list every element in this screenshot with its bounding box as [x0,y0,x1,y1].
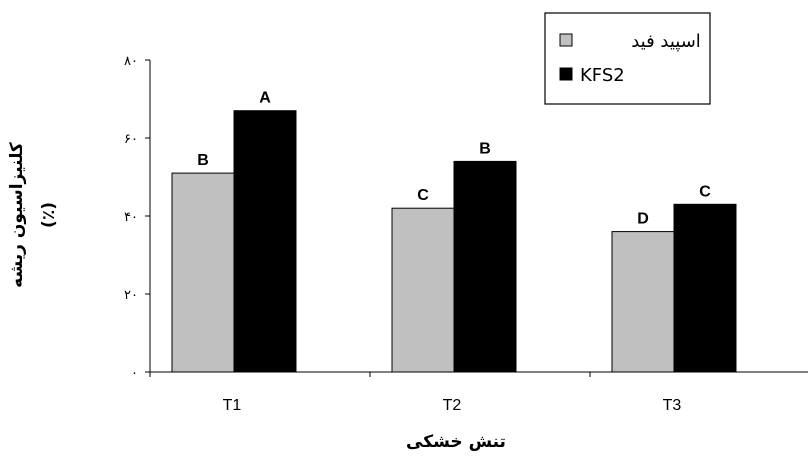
legend-label-series-2: KFS2 [580,65,625,86]
x-tick-label: T1 [223,397,242,414]
legend-label-series-1: اسپید فید [631,31,701,52]
y-ticks: ۰ ۲۰ ۴۰ ۶۰ ۸۰ [124,54,150,381]
bar-1-T3 [611,231,675,373]
bar-2-T3 [673,203,737,373]
legend-swatch-series-1 [559,33,573,47]
bar-2-T2 [453,160,517,373]
legend: اسپید فید KFS2 [544,12,711,105]
y-axis-unit: (٪) [39,202,59,228]
y-axis-title: کلنیزاسیون ریشه [7,142,27,288]
bar-letter-label: B [197,152,209,169]
x-ticks: T1 T2 T3 [149,372,682,414]
x-axis-title: تنش خشکی [406,432,506,452]
x-tick-label: T3 [663,397,682,414]
bar-letter-label: C [417,187,429,204]
bar-2-T1 [233,110,297,373]
x-tick-label: T2 [443,397,462,414]
bar-letter-label: B [479,140,491,157]
y-tick-label: ۴۰ [124,210,138,225]
y-tick-label: ۲۰ [124,288,138,303]
y-tick-label: ۸۰ [124,54,138,69]
bar-labels: B A C B D C [197,90,711,228]
bar-1-T2 [391,207,455,373]
bar-letter-label: D [637,211,649,228]
y-tick-label: ۰ [131,366,138,381]
bar-letter-label: C [699,183,711,200]
y-tick-label: ۶۰ [124,132,138,147]
bar-letter-label: A [259,90,271,107]
bar-1-T1 [171,172,235,373]
legend-swatch-series-2 [559,67,573,81]
bars [171,110,737,373]
legend-frame [544,12,711,105]
